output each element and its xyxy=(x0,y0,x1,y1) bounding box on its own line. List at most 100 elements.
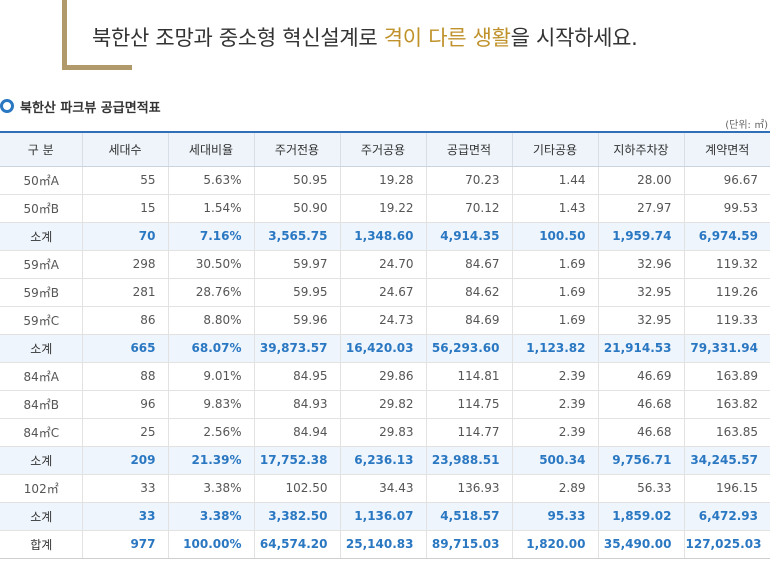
table-cell: 95.33 xyxy=(511,502,598,531)
headline-text-accent: 격이 다른 생활 xyxy=(383,26,511,50)
table-cell: 46.68 xyxy=(597,390,684,419)
subtotal-row: 소계 70 7.16% 3,565.75 1,348.60 4,914.35 100.50 1… xyxy=(0,222,770,251)
table-cell: 32.95 xyxy=(597,306,684,335)
row-label-cell: 59㎡B xyxy=(0,278,82,307)
table-cell: 100.50 xyxy=(511,222,598,251)
column-header: 세대수 xyxy=(81,131,168,167)
table-cell: 6,472.93 xyxy=(683,502,770,531)
row-label-cell: 소계 xyxy=(0,446,82,475)
table-cell: 84.93 xyxy=(253,390,340,419)
table-cell: 88 xyxy=(81,362,168,391)
table-cell: 114.81 xyxy=(425,362,512,391)
table-cell: 84.62 xyxy=(425,278,512,307)
row-label-cell: 50㎡B xyxy=(0,194,82,223)
table-cell: 196.15 xyxy=(683,474,770,503)
table-cell: 1,959.74 xyxy=(597,222,684,251)
table-cell: 39,873.57 xyxy=(253,334,340,363)
table-cell: 1.69 xyxy=(511,250,598,279)
table-cell: 119.32 xyxy=(683,250,770,279)
table-cell: 15 xyxy=(81,194,168,223)
row-label-cell: 소계 xyxy=(0,222,82,251)
table-row: 102㎡ 33 3.38% 102.50 34.43 136.93 2.89 56.33 196… xyxy=(0,474,770,503)
row-label-cell: 59㎡C xyxy=(0,306,82,335)
table-row: 59㎡A 298 30.50% 59.97 24.70 84.67 1.69 32.96 119… xyxy=(0,250,770,279)
table-cell: 8.80% xyxy=(167,306,254,335)
table-cell: 5.63% xyxy=(167,166,254,195)
table-cell: 298 xyxy=(81,250,168,279)
table-header-row: 구 분 세대수 세대비율 주거전용 주거공용 공급면적 기타공용 지하주차장 계약면적 xyxy=(0,131,770,167)
table-cell: 119.26 xyxy=(683,278,770,307)
table-cell: 163.89 xyxy=(683,362,770,391)
table-cell: 21,914.53 xyxy=(597,334,684,363)
table-row: 84㎡B 96 9.83% 84.93 29.82 114.75 2.39 46.68 163.… xyxy=(0,390,770,419)
table-cell: 84.94 xyxy=(253,418,340,447)
table-cell: 127,025.03 xyxy=(683,530,770,559)
column-header: 주거공용 xyxy=(339,131,426,167)
table-cell: 34.43 xyxy=(339,474,426,503)
row-label-cell: 102㎡ xyxy=(0,474,82,503)
table-cell: 59.97 xyxy=(253,250,340,279)
table-row: 59㎡B 281 28.76% 59.95 24.67 84.62 1.69 32.95 119… xyxy=(0,278,770,307)
table-cell: 19.22 xyxy=(339,194,426,223)
table-cell: 19.28 xyxy=(339,166,426,195)
table-row: 50㎡B 15 1.54% 50.90 19.22 70.12 1.43 27.97 99.53 xyxy=(0,194,770,223)
table-cell: 136.93 xyxy=(425,474,512,503)
headline-text-end: 을 시작하세요. xyxy=(510,26,638,50)
table-cell: 9.01% xyxy=(167,362,254,391)
table-cell: 2.56% xyxy=(167,418,254,447)
table-cell: 33 xyxy=(81,502,168,531)
table-row: 59㎡C 86 8.80% 59.96 24.73 84.69 1.69 32.95 119.3… xyxy=(0,306,770,335)
table-cell: 86 xyxy=(81,306,168,335)
column-header: 지하주차장 xyxy=(597,131,684,167)
table-cell: 9,756.71 xyxy=(597,446,684,475)
table-cell: 1.54% xyxy=(167,194,254,223)
table-cell: 281 xyxy=(81,278,168,307)
table-row: 50㎡A 55 5.63% 50.95 19.28 70.23 1.44 28.00 96.67 xyxy=(0,166,770,195)
table-cell: 28.76% xyxy=(167,278,254,307)
table-cell: 3.38% xyxy=(167,502,254,531)
table-cell: 28.00 xyxy=(597,166,684,195)
table-cell: 1,859.02 xyxy=(597,502,684,531)
table-cell: 29.86 xyxy=(339,362,426,391)
table-cell: 29.82 xyxy=(339,390,426,419)
table-cell: 2.39 xyxy=(511,390,598,419)
section-title-text: 북한산 파크뷰 공급면적표 xyxy=(20,100,161,116)
table-cell: 114.77 xyxy=(425,418,512,447)
table-cell: 24.67 xyxy=(339,278,426,307)
table-row: 84㎡A 88 9.01% 84.95 29.86 114.81 2.39 46.69 163.… xyxy=(0,362,770,391)
row-label-cell: 84㎡B xyxy=(0,390,82,419)
table-cell: 35,490.00 xyxy=(597,530,684,559)
table-cell: 33 xyxy=(81,474,168,503)
bracket-decoration-vertical xyxy=(62,0,67,70)
total-row: 합계 977 100.00% 64,574.20 25,140.83 89,715.03 1… xyxy=(0,530,770,559)
table-cell: 55 xyxy=(81,166,168,195)
table-cell: 1.69 xyxy=(511,306,598,335)
row-label-cell: 50㎡A xyxy=(0,166,82,195)
subtotal-row: 소계 665 68.07% 39,873.57 16,420.03 56,293.60 1,… xyxy=(0,334,770,363)
unit-label: (단위: ㎡) xyxy=(725,120,768,131)
table-cell: 46.68 xyxy=(597,418,684,447)
table-cell: 1.44 xyxy=(511,166,598,195)
table-cell: 1,123.82 xyxy=(511,334,598,363)
column-header: 구 분 xyxy=(0,131,82,167)
table-cell: 30.50% xyxy=(167,250,254,279)
table-cell: 119.33 xyxy=(683,306,770,335)
table-cell: 32.96 xyxy=(597,250,684,279)
column-header: 주거전용 xyxy=(253,131,340,167)
table-cell: 46.69 xyxy=(597,362,684,391)
table-cell: 17,752.38 xyxy=(253,446,340,475)
table-cell: 34,245.57 xyxy=(683,446,770,475)
table-cell: 209 xyxy=(81,446,168,475)
headline-banner: 북한산 조망과 중소형 혁신설계로 격이 다른 생활을 시작하세요. xyxy=(62,0,702,70)
table-cell: 102.50 xyxy=(253,474,340,503)
table-cell: 25,140.83 xyxy=(339,530,426,559)
table-cell: 68.07% xyxy=(167,334,254,363)
headline-text-start: 북한산 조망과 중소형 혁신설계로 xyxy=(92,26,384,50)
table-cell: 96.67 xyxy=(683,166,770,195)
column-header: 계약면적 xyxy=(683,131,770,167)
table-cell: 32.95 xyxy=(597,278,684,307)
row-label-cell: 84㎡A xyxy=(0,362,82,391)
table-cell: 1,136.07 xyxy=(339,502,426,531)
table-cell: 24.73 xyxy=(339,306,426,335)
table-cell: 84.95 xyxy=(253,362,340,391)
